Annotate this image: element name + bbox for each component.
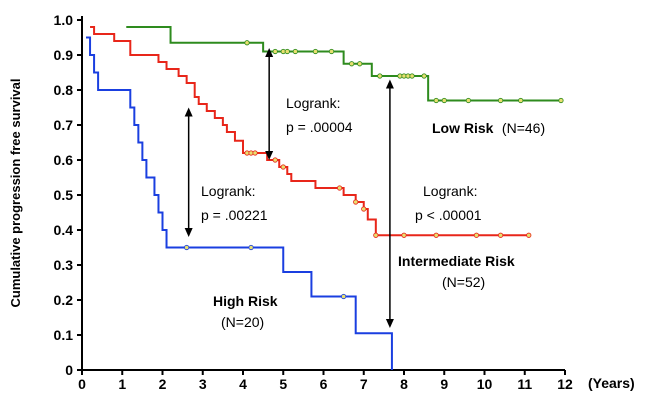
x-tick-label: 12 xyxy=(557,376,573,392)
y-tick-label: 0.9 xyxy=(54,47,74,63)
y-ticks: 0 0.1 0.2 0.3 0.4 0.5 0.6 0.7 0.8 0.9 1.0 xyxy=(54,12,82,378)
series-line-0 xyxy=(126,26,561,102)
series-layer xyxy=(86,26,561,370)
censor-mark xyxy=(497,97,504,104)
censor-mark xyxy=(280,164,286,170)
censor-mark xyxy=(409,73,415,79)
censor-mark xyxy=(526,232,532,238)
y-tick-label: 0.3 xyxy=(54,257,74,273)
censor-mark xyxy=(433,97,439,104)
x-tick-label: 3 xyxy=(199,376,207,392)
x-tick-label: 11 xyxy=(517,376,532,392)
high-risk-count: (N=20) xyxy=(221,314,264,330)
censor-mark xyxy=(312,48,319,55)
x-tick-label: 4 xyxy=(239,376,247,392)
y-tick-label: 0.8 xyxy=(54,82,74,98)
y-tick-label: 0.4 xyxy=(54,222,74,238)
arrow-head-down xyxy=(184,228,193,237)
y-tick-label: 1.0 xyxy=(54,12,74,28)
logrank-3-value: p < .00001 xyxy=(415,207,482,223)
logrank-2-value: p = .00221 xyxy=(201,207,268,223)
comparison-arrows xyxy=(184,48,394,328)
censor-mark xyxy=(441,97,447,104)
y-tick-label: 0.2 xyxy=(54,292,74,308)
y-tick-label: 0 xyxy=(65,362,73,378)
censor-mark xyxy=(272,48,278,55)
censor-mark xyxy=(473,232,480,238)
series-line-1 xyxy=(90,26,529,237)
arrow-head-up xyxy=(385,79,394,89)
censor-mark xyxy=(558,97,564,104)
series-line-2 xyxy=(86,36,393,370)
arrow-head-up xyxy=(265,48,274,57)
censor-mark xyxy=(361,206,367,212)
censor-mark xyxy=(353,199,359,205)
censor-mark xyxy=(433,232,439,238)
x-tick-label: 10 xyxy=(477,376,493,392)
intermediate-risk-count: (N=52) xyxy=(442,274,485,290)
low-risk-count: (N=46) xyxy=(502,120,545,136)
censor-mark xyxy=(401,232,407,238)
censor-marks-layer xyxy=(184,40,564,300)
intermediate-risk-name: Intermediate Risk xyxy=(398,253,515,269)
x-tick-label: 2 xyxy=(159,376,167,392)
x-tick-label: 7 xyxy=(360,376,368,392)
arrow-head-down xyxy=(385,319,394,328)
censor-mark xyxy=(465,97,471,104)
logrank-3-label: Logrank: xyxy=(423,183,477,199)
y-tick-label: 0.5 xyxy=(54,187,74,203)
logrank-1-value: p = .00004 xyxy=(286,119,353,135)
censor-mark xyxy=(336,185,343,191)
low-risk-name: Low Risk xyxy=(432,120,494,136)
high-risk-name: High Risk xyxy=(213,293,278,309)
x-axis-label: (Years) xyxy=(588,375,635,391)
y-tick-label: 0.7 xyxy=(54,117,74,133)
logrank-2-label: Logrank: xyxy=(201,183,255,199)
x-tick-label: 6 xyxy=(320,376,328,392)
censor-mark xyxy=(341,293,347,300)
censor-mark xyxy=(518,97,524,104)
censor-mark xyxy=(373,232,379,238)
arrow-head-down xyxy=(265,151,274,160)
x-tick-label: 0 xyxy=(78,376,86,392)
arrow-head-up xyxy=(184,107,193,117)
censor-mark xyxy=(357,61,363,67)
x-tick-label: 8 xyxy=(400,376,408,392)
censor-mark xyxy=(184,244,190,251)
x-tick-label: 9 xyxy=(440,376,448,392)
censor-mark xyxy=(349,61,355,67)
censor-mark xyxy=(421,73,427,79)
censor-mark xyxy=(292,48,298,55)
censor-mark xyxy=(328,48,335,55)
y-tick-label: 0.6 xyxy=(54,152,74,168)
logrank-1-label: Logrank: xyxy=(286,95,340,111)
censor-mark xyxy=(377,73,383,79)
censor-mark xyxy=(284,48,290,55)
x-tick-label: 5 xyxy=(279,376,287,392)
censor-mark xyxy=(272,157,278,163)
y-tick-label: 0.1 xyxy=(54,327,74,343)
censor-mark xyxy=(497,232,504,238)
censor-mark xyxy=(244,40,250,46)
y-axis-label: Cumulative progression free survival xyxy=(8,78,23,307)
x-ticks: 0 1 2 3 4 5 6 7 8 9 10 11 12 xyxy=(78,370,573,392)
low-risk-label: Low Risk (N=46) xyxy=(432,120,545,137)
censor-mark xyxy=(252,150,258,156)
x-tick-label: 1 xyxy=(118,376,126,392)
censor-mark xyxy=(248,244,254,251)
